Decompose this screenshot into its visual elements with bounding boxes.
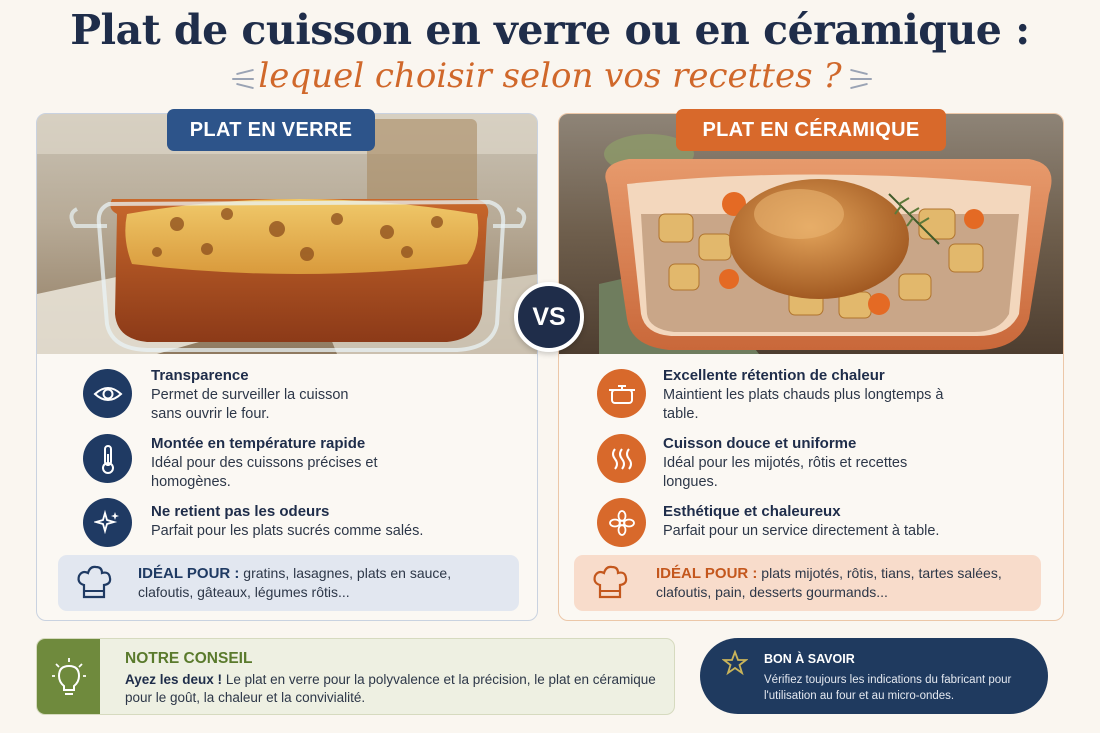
feature-description: Permet de surveiller la cuisson sans ouv…: [151, 387, 349, 422]
ideal-label: IDÉAL POUR :: [656, 565, 758, 582]
ceramic-dish-panel: Excellente rétention de chaleur Maintien…: [558, 113, 1064, 621]
feature-title: Ne retient pas les odeurs: [151, 503, 330, 520]
good-to-know-box: BON À SAVOIR Vérifiez toujours les indic…: [700, 638, 1048, 714]
glass-ideal-for-box: IDÉAL POUR : gratins, lasagnes, plats en…: [58, 555, 519, 611]
ceramic-dish-roast-chicken-photo: [559, 114, 1063, 354]
thermometer-icon: [83, 434, 132, 483]
ceramic-ideal-text: IDÉAL POUR : plats mijotés, rôtis, tians…: [656, 564, 1036, 602]
page-subtitle: lequel choisir selon vos recettes ?: [258, 56, 842, 96]
good-to-know-title: BON À SAVOIR: [764, 652, 855, 666]
feature-description: Maintient les plats chauds plus longtemp…: [663, 387, 944, 422]
glass-ideal-text: IDÉAL POUR : gratins, lasagnes, plats en…: [138, 564, 508, 602]
sparkle-icon: [83, 498, 132, 547]
feature-description: Parfait pour les plats sucrés comme salé…: [151, 523, 424, 539]
decorative-dashes-left: [228, 66, 256, 92]
versus-badge: VS: [514, 282, 584, 352]
page-title: Plat de cuisson en verre ou en céramique…: [70, 6, 1030, 54]
good-to-know-text: Vérifiez toujours les indications du fab…: [764, 674, 1012, 702]
advice-box: NOTRE CONSEIL Ayez les deux ! Le plat en…: [36, 638, 675, 715]
ideal-uses: plats mijotés, rôtis, tians, tartes salé…: [656, 565, 1002, 600]
flower-icon: [597, 498, 646, 547]
ideal-uses: gratins, lasagnes, plats en sauce, clafo…: [138, 565, 452, 600]
ceramic-dish-tag: PLAT EN CÉRAMIQUE: [676, 109, 946, 151]
advice-title: NOTRE CONSEIL: [125, 650, 253, 667]
glass-dish-panel: Transparence Permet de surveiller la cui…: [36, 113, 538, 621]
heat-waves-icon: [597, 434, 646, 483]
decorative-dashes-right: [850, 66, 878, 92]
feature-title: Montée en température rapide: [151, 435, 366, 452]
ideal-label: IDÉAL POUR :: [138, 565, 240, 582]
feature-title: Excellente rétention de chaleur: [663, 367, 885, 384]
ceramic-ideal-for-box: IDÉAL POUR : plats mijotés, rôtis, tians…: [574, 555, 1041, 611]
advice-text: Ayez les deux ! Le plat en verre pour la…: [125, 671, 665, 707]
feature-description: Parfait pour un service directement à ta…: [663, 523, 940, 539]
advice-lead: Ayez les deux !: [125, 672, 223, 687]
feature-description: Idéal pour les mijotés, rôtis et recette…: [663, 455, 908, 490]
star-icon: [721, 649, 749, 681]
pot-icon: [597, 369, 646, 418]
lightbulb-icon: [37, 639, 100, 714]
glass-dish-tag: PLAT EN VERRE: [167, 109, 375, 151]
feature-description: Idéal pour des cuissons précises et homo…: [151, 455, 378, 490]
advice-body: Le plat en verre pour la polyvalence et …: [125, 672, 656, 705]
eye-icon: [83, 369, 132, 418]
feature-title: Cuisson douce et uniforme: [663, 435, 857, 452]
chef-hat-icon: [590, 563, 630, 608]
chef-hat-icon: [74, 563, 114, 608]
feature-title: Esthétique et chaleureux: [663, 503, 841, 520]
feature-title: Transparence: [151, 367, 249, 384]
